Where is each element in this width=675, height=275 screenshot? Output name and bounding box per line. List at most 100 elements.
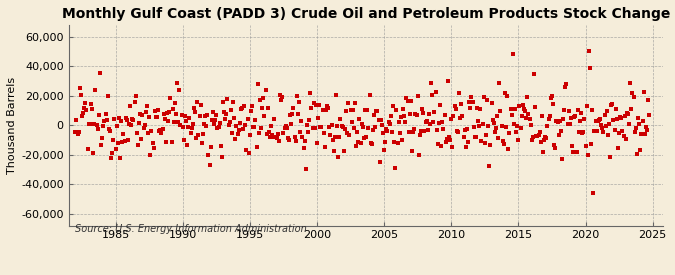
Point [644, 112, 655, 117]
Point [91, 123, 102, 127]
Point [142, 131, 153, 136]
Point [184, 116, 195, 120]
Point [537, 150, 548, 154]
Point [502, 94, 512, 99]
Point [630, 126, 641, 131]
Point [244, 133, 255, 137]
Point [341, 108, 352, 113]
Point [504, 130, 515, 135]
Point [593, 117, 604, 122]
Point [315, 125, 326, 129]
Point [290, 139, 301, 143]
Point [138, 126, 149, 130]
Point [387, 103, 398, 108]
Point [510, 107, 520, 111]
Point [576, 131, 587, 135]
Point [394, 120, 404, 124]
Point [406, 149, 417, 153]
Point [306, 106, 317, 110]
Point [487, 118, 498, 123]
Point [541, 136, 551, 140]
Point [241, 148, 252, 152]
Point [74, 130, 84, 134]
Point [379, 148, 389, 152]
Point [128, 118, 139, 122]
Point [637, 119, 648, 123]
Point [467, 100, 478, 104]
Point [465, 105, 476, 110]
Point [556, 128, 566, 133]
Point [622, 112, 633, 116]
Point [458, 135, 469, 139]
Point [431, 128, 442, 133]
Point [238, 127, 248, 131]
Point [351, 143, 362, 148]
Point [639, 90, 649, 95]
Point [614, 131, 624, 135]
Point [618, 134, 629, 139]
Point [343, 101, 354, 105]
Point [547, 102, 558, 106]
Point [460, 144, 471, 149]
Point [569, 115, 580, 119]
Point [450, 107, 461, 111]
Point [606, 103, 617, 108]
Point [605, 155, 616, 160]
Point [96, 142, 107, 147]
Point [145, 153, 156, 158]
Point [188, 106, 199, 110]
Point [470, 135, 481, 139]
Point [443, 78, 454, 83]
Point [192, 100, 202, 104]
Point [619, 114, 630, 118]
Point [423, 128, 433, 132]
Point [391, 107, 402, 112]
Point [266, 123, 277, 128]
Point [310, 103, 321, 107]
Point [117, 140, 128, 144]
Point [516, 114, 527, 118]
Point [198, 131, 209, 136]
Point [223, 123, 234, 127]
Point [600, 123, 611, 128]
Point [495, 109, 506, 113]
Point [643, 98, 653, 102]
Point [271, 136, 282, 140]
Point [468, 125, 479, 129]
Point [261, 132, 272, 136]
Point [263, 106, 273, 111]
Point [126, 123, 136, 127]
Point [433, 142, 443, 146]
Point [580, 144, 591, 148]
Point [107, 151, 117, 155]
Point [325, 132, 335, 137]
Point [74, 86, 85, 90]
Point [355, 141, 366, 145]
Point [119, 139, 130, 144]
Title: Monthly Gulf Coast (PADD 3) Crude Oil and Petroleum Products Stock Change: Monthly Gulf Coast (PADD 3) Crude Oil an… [62, 7, 670, 21]
Point [167, 107, 178, 111]
Point [153, 108, 163, 112]
Point [304, 118, 315, 122]
Point [329, 135, 340, 139]
Point [441, 137, 452, 141]
Point [316, 125, 327, 130]
Point [224, 120, 235, 124]
Point [622, 111, 632, 115]
Point [283, 136, 294, 140]
Point [159, 117, 170, 121]
Point [148, 145, 159, 150]
Point [616, 116, 626, 120]
Point [636, 132, 647, 136]
Point [186, 126, 197, 130]
Point [215, 144, 226, 148]
Point [201, 124, 212, 128]
Point [412, 94, 423, 98]
Point [573, 130, 584, 134]
Point [477, 122, 488, 127]
Point [256, 125, 267, 130]
Point [335, 117, 346, 121]
Point [109, 117, 120, 121]
Point [273, 139, 284, 143]
Point [344, 133, 355, 138]
